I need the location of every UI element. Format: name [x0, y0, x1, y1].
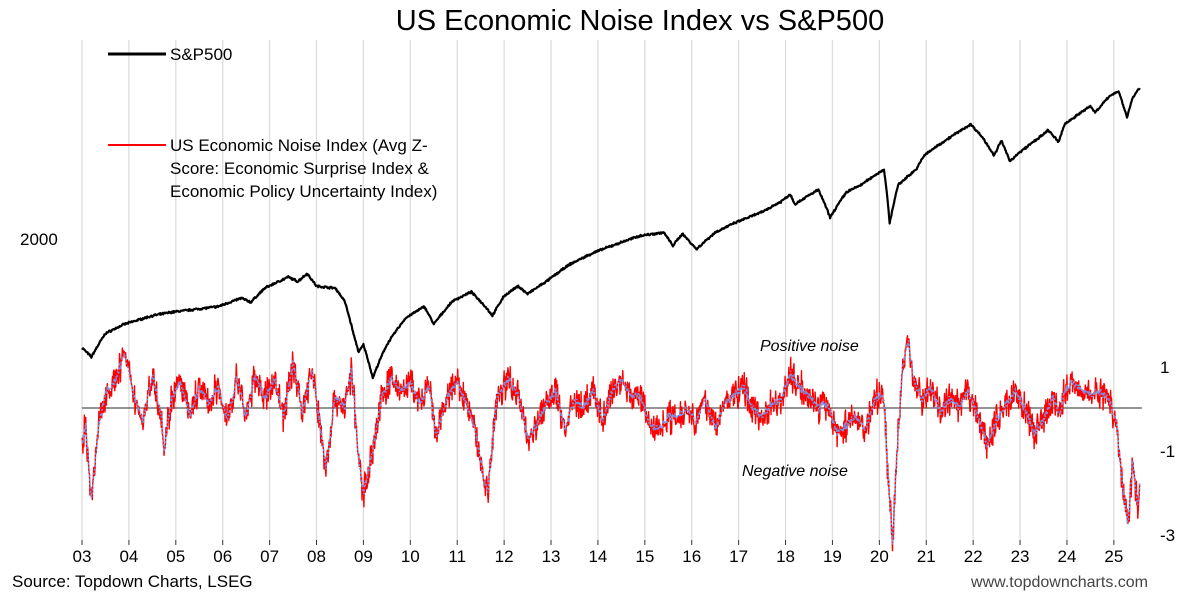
x-tick-label-08: 08 — [307, 547, 326, 566]
annotation-negative-noise: Negative noise — [742, 463, 848, 480]
x-tick-label-20: 20 — [870, 547, 889, 566]
y-axis-tick-labels: 2000 1 -1 -3 — [20, 230, 1175, 545]
x-tick-label-03: 03 — [73, 547, 92, 566]
x-tick-label-06: 06 — [213, 547, 232, 566]
x-tick-label-24: 24 — [1057, 547, 1076, 566]
x-tick-label-17: 17 — [729, 547, 748, 566]
annotation-positive-noise: Positive noise — [760, 338, 859, 355]
series-line-noise-index-smoothed — [81, 339, 1141, 545]
x-tick-label-21: 21 — [917, 547, 936, 566]
chart-title: US Economic Noise Index vs S&P500 — [396, 5, 884, 37]
vertical-gridlines — [81, 40, 1115, 540]
series-line-noise-index — [81, 335, 1141, 552]
x-tick-label-13: 13 — [542, 547, 561, 566]
x-tick-label-12: 12 — [495, 547, 514, 566]
annotations: Positive noise Negative noise — [742, 338, 859, 480]
legend-label-noise-index-line-3: Economic Policy Uncertainty Index) — [170, 182, 437, 201]
x-tick-label-04: 04 — [119, 547, 138, 566]
legend: S&P500 US Economic Noise Index (Avg Z- Sco… — [108, 45, 437, 201]
x-tick-label-09: 09 — [354, 547, 373, 566]
x-tick-label-18: 18 — [776, 547, 795, 566]
x-tick-label-15: 15 — [635, 547, 654, 566]
series-lines — [81, 87, 1141, 552]
x-tick-label-11: 11 — [448, 547, 466, 566]
legend-label-noise-index-line-1: US Economic Noise Index (Avg Z- — [170, 136, 428, 155]
x-tick-label-19: 19 — [823, 547, 842, 566]
x-tick-label-10: 10 — [401, 547, 420, 566]
source-note: Source: Topdown Charts, LSEG — [12, 572, 253, 591]
right-axis-label--3: -3 — [1160, 526, 1175, 545]
right-axis-label--1: -1 — [1160, 442, 1175, 461]
x-tick-label-23: 23 — [1011, 547, 1030, 566]
x-tick-label-14: 14 — [588, 547, 607, 566]
left-axis-label-2000: 2000 — [20, 230, 58, 249]
legend-label-noise-index-line-2: Score: Economic Surprise Index & — [170, 159, 430, 178]
legend-label-sp500: S&P500 — [170, 45, 232, 64]
x-axis-ticks: 03 04 05 06 07 08 09 10 11 12 13 14 15 16 17 18 19 20 21 22… — [73, 540, 1123, 566]
x-tick-label-07: 07 — [260, 547, 279, 566]
x-tick-label-22: 22 — [964, 547, 983, 566]
right-axis-label-1: 1 — [1160, 358, 1169, 377]
x-tick-label-25: 25 — [1104, 547, 1123, 566]
x-tick-label-05: 05 — [166, 547, 185, 566]
x-tick-label-16: 16 — [682, 547, 701, 566]
website-credit: www.topdowncharts.com — [971, 574, 1148, 591]
series-line-sp500 — [81, 87, 1141, 380]
